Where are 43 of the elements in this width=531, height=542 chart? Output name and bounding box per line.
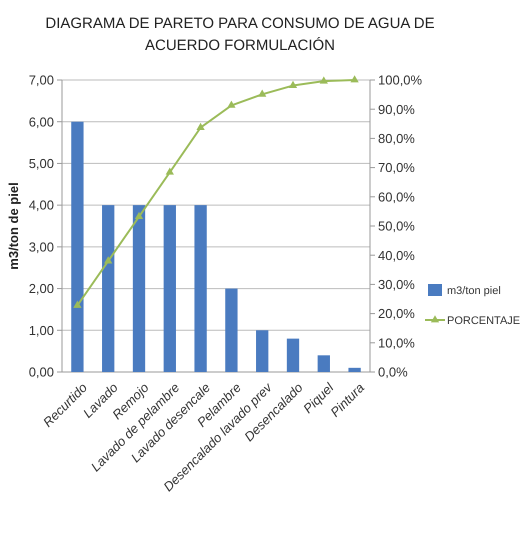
point (104, 256, 112, 264)
y-tick-label: 3,00 (28, 239, 54, 254)
y2-tick-label: 20,0% (378, 306, 416, 322)
y-tick-label: 4,00 (28, 198, 54, 213)
y2-tick-label: 90,0% (378, 102, 416, 117)
bar (102, 205, 114, 372)
y2-tick-label: 10,0% (378, 335, 416, 350)
bar (318, 355, 330, 372)
y2-tick-label: 100,0% (378, 72, 423, 88)
bar (286, 338, 300, 372)
point (73, 300, 82, 308)
y-tick-label: 5,00 (28, 156, 54, 171)
y2-tick-label: 30,0% (378, 276, 416, 292)
point (227, 100, 236, 108)
bar (348, 368, 361, 372)
bar (132, 205, 146, 372)
y-axis-title: m3/ton de piel (6, 182, 21, 270)
bar (164, 205, 176, 372)
y2-tick-label: 80,0% (378, 130, 416, 146)
point (320, 76, 328, 84)
y-tick-label: 6,00 (28, 114, 54, 130)
point (134, 212, 144, 220)
y2-tick-label: 50,0% (378, 218, 416, 234)
point (196, 122, 205, 130)
point (166, 167, 174, 175)
y-tick-label: 0,00 (28, 364, 54, 380)
y-tick-label: 2,00 (28, 281, 54, 296)
y-tick-label: 1,00 (28, 322, 54, 338)
bar (225, 288, 238, 372)
point (258, 90, 266, 97)
point (288, 80, 298, 88)
y2-tick-label: 60,0% (378, 189, 416, 204)
bar (256, 330, 268, 372)
y-tick-label: 7,00 (28, 72, 54, 88)
y2-tick-label: 0,0% (378, 364, 408, 380)
legend-label: m3/ton piel (447, 284, 501, 297)
y2-tick-label: 40,0% (378, 248, 416, 263)
y2-tick-label: 70,0% (378, 160, 416, 176)
chart-title: DIAGRAMA DE PARETO PARA CONSUMO DE AGUA DE ACUERDO FORMULACIÓN (45, 15, 435, 54)
legend-label: PORCENTAJE (447, 314, 520, 327)
point (350, 75, 359, 82)
bar (194, 205, 207, 372)
bar (71, 122, 84, 372)
